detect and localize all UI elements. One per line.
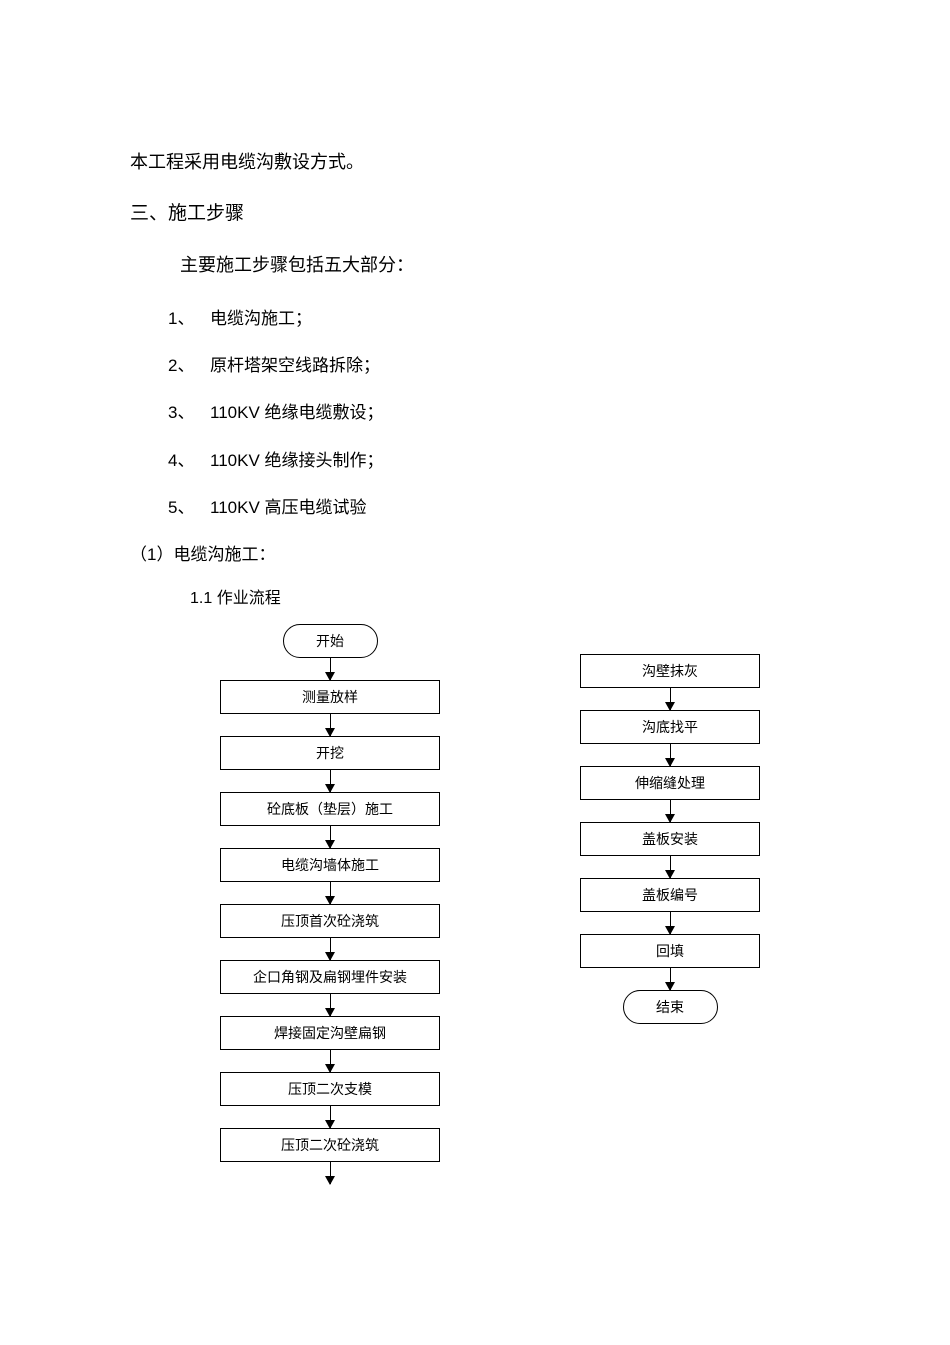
flowchart-right-column: 沟壁抹灰沟底找平伸缩缝处理盖板安装盖板编号回填结束 [580,654,760,1184]
flow-process-node: 沟壁抹灰 [580,654,760,688]
flowchart-title: 1.1 作业流程 [190,584,830,608]
step-text: 电缆沟施工； [210,309,312,328]
flow-arrow [670,968,671,990]
flow-process-node: 测量放样 [220,680,440,714]
section-heading: 三、施工步骤 [130,199,830,229]
step-text: 110KV 绝缘电缆敷设； [210,403,384,422]
list-item: 1、电缆沟施工； [168,305,830,332]
flow-terminal-node: 结束 [623,990,718,1024]
step-number: 5、 [168,494,210,521]
flow-arrow [330,770,331,792]
flow-arrow [330,714,331,736]
flowchart: 开始测量放样开挖砼底板（垫层）施工电缆沟墙体施工压顶首次砼浇筑企口角钢及扁钢埋件… [130,624,830,1184]
flow-arrow [330,658,331,680]
flow-process-node: 电缆沟墙体施工 [220,848,440,882]
flow-arrow [670,856,671,878]
intro-paragraph: 本工程采用电缆沟敷设方式。 [130,148,830,177]
section-sub-intro: 主要施工步骤包括五大部分： [180,251,830,280]
step-text: 110KV 绝缘接头制作； [210,451,384,470]
step-number: 3、 [168,399,210,426]
flow-arrow [330,938,331,960]
flow-arrow [670,688,671,710]
step-list: 1、电缆沟施工；2、原杆塔架空线路拆除；3、110KV 绝缘电缆敷设；4、110… [168,305,830,521]
flow-process-node: 盖板安装 [580,822,760,856]
flow-process-node: 回填 [580,934,760,968]
flow-process-node: 砼底板（垫层）施工 [220,792,440,826]
flow-process-node: 焊接固定沟壁扁钢 [220,1016,440,1050]
list-item: 4、110KV 绝缘接头制作； [168,447,830,474]
flow-arrow [330,882,331,904]
flow-process-node: 压顶首次砼浇筑 [220,904,440,938]
step-text: 原杆塔架空线路拆除； [210,356,380,375]
flow-terminal-node: 开始 [283,624,378,658]
flow-process-node: 压顶二次支模 [220,1072,440,1106]
flow-process-node: 盖板编号 [580,878,760,912]
flow-process-node: 伸缩缝处理 [580,766,760,800]
flow-arrow [330,826,331,848]
flow-arrow [330,1162,331,1184]
list-item: 5、110KV 高压电缆试验 [168,494,830,521]
flow-arrow [330,994,331,1016]
flow-process-node: 企口角钢及扁钢埋件安装 [220,960,440,994]
flow-arrow [670,800,671,822]
flow-arrow [330,1050,331,1072]
step-text: 110KV 高压电缆试验 [210,498,367,517]
flow-arrow [670,744,671,766]
list-item: 3、110KV 绝缘电缆敷设； [168,399,830,426]
list-item: 2、原杆塔架空线路拆除； [168,352,830,379]
step-number: 2、 [168,352,210,379]
flow-process-node: 沟底找平 [580,710,760,744]
flow-process-node: 开挖 [220,736,440,770]
step-number: 1、 [168,305,210,332]
step-number: 4、 [168,447,210,474]
subsection-label: （1）电缆沟施工： [130,541,830,568]
flow-process-node: 压顶二次砼浇筑 [220,1128,440,1162]
flow-arrow [330,1106,331,1128]
flowchart-left-column: 开始测量放样开挖砼底板（垫层）施工电缆沟墙体施工压顶首次砼浇筑企口角钢及扁钢埋件… [220,624,440,1184]
flow-arrow [670,912,671,934]
